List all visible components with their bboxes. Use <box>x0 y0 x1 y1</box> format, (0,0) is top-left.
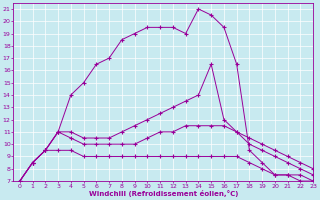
X-axis label: Windchill (Refroidissement éolien,°C): Windchill (Refroidissement éolien,°C) <box>89 190 238 197</box>
